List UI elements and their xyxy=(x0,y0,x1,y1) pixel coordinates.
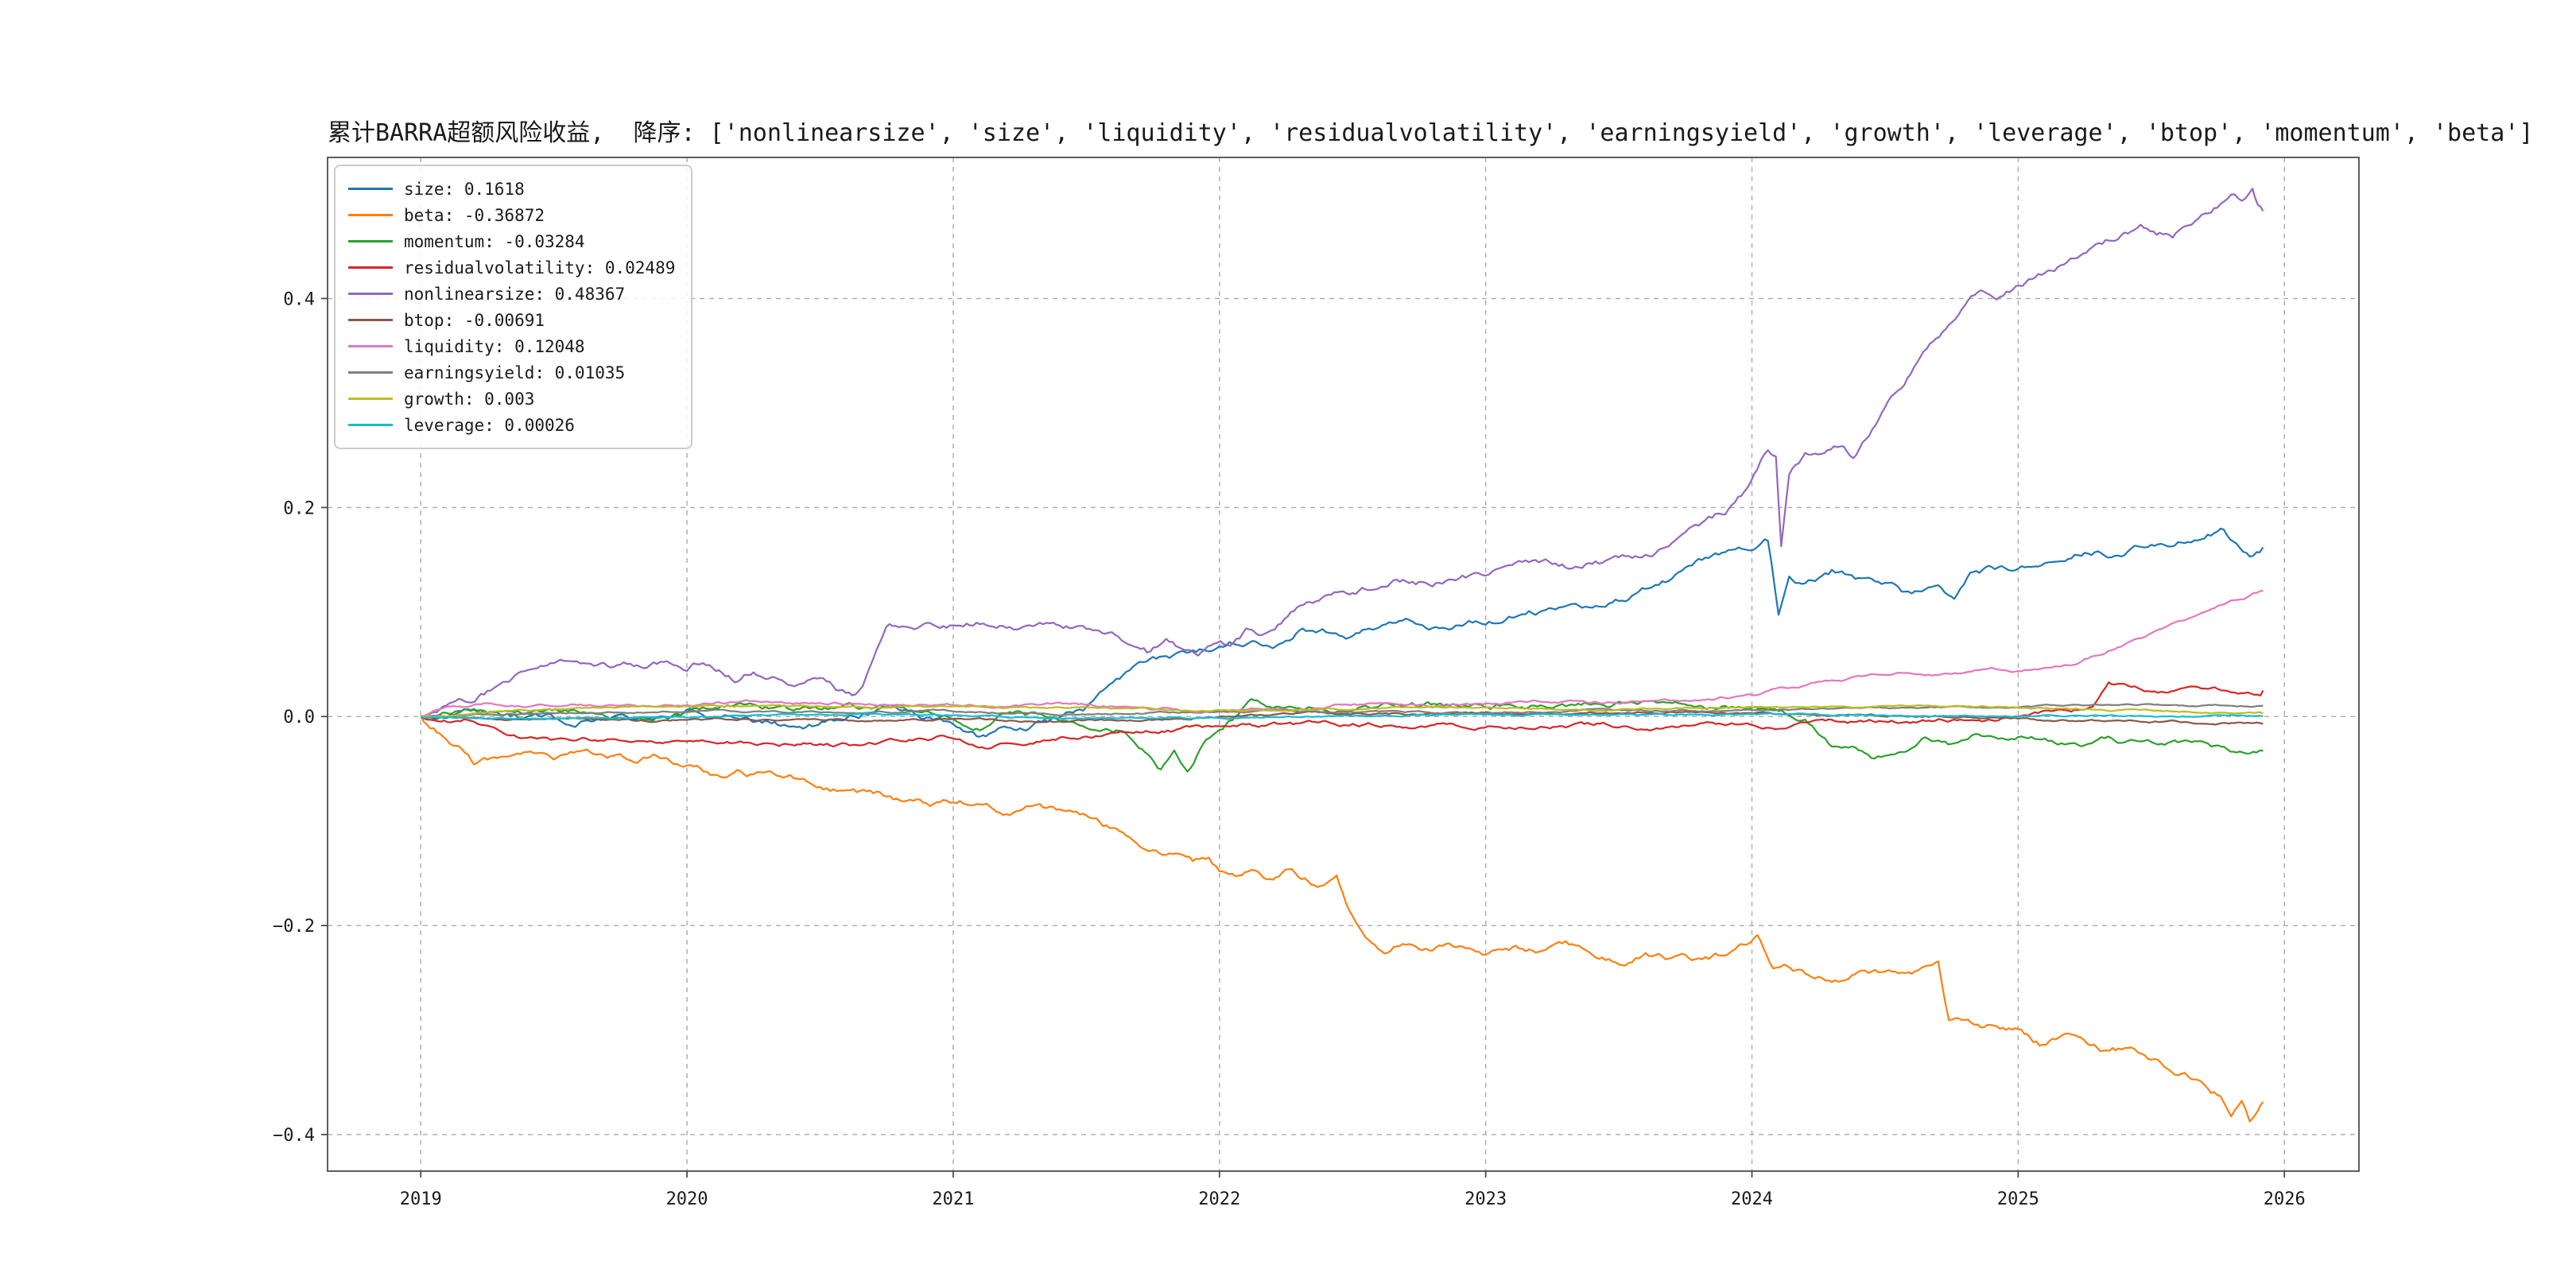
legend-label: earningsyield: 0.01035 xyxy=(404,363,626,382)
x-tick-label: 2022 xyxy=(1198,1189,1240,1209)
series-line-btop xyxy=(421,710,2264,726)
x-tick-label: 2023 xyxy=(1465,1189,1507,1209)
legend-label: btop: -0.00691 xyxy=(404,310,545,330)
legend-label: momentum: -0.03284 xyxy=(404,231,585,251)
y-tick-label: −0.2 xyxy=(273,917,315,937)
legend-item-nonlinearsize: nonlinearsize: 0.48367 xyxy=(348,281,675,307)
x-axis-tick-labels: 2019 2020 2021 2022 2023 2024 2025 2026 xyxy=(400,1189,2306,1209)
x-tick-label: 2025 xyxy=(1997,1189,2039,1209)
legend-item-growth: growth: 0.003 xyxy=(348,386,675,412)
chart-title: 累计BARRA超额风险收益, 降序: ['nonlinearsize', 'si… xyxy=(328,119,2534,147)
legend-label: residualvolatility: 0.02489 xyxy=(404,258,676,277)
legend-label: nonlinearsize: 0.48367 xyxy=(404,284,626,304)
legend-item-leverage: leverage: 0.00026 xyxy=(348,412,675,438)
x-tick-label: 2019 xyxy=(400,1189,442,1209)
y-tick-label: 0.4 xyxy=(283,289,315,309)
x-tick-label: 2020 xyxy=(666,1189,708,1209)
legend-item-momentum: momentum: -0.03284 xyxy=(348,228,675,254)
legend-line-swatch xyxy=(348,424,393,426)
legend-item-earningsyield: earningsyield: 0.01035 xyxy=(348,359,675,386)
legend-line-swatch xyxy=(348,345,393,347)
series-line-liquidity xyxy=(420,589,2264,718)
legend-item-size: size: 0.1618 xyxy=(348,176,675,202)
legend-item-btop: btop: -0.00691 xyxy=(348,307,675,333)
legend-line-swatch xyxy=(348,319,393,321)
legend-line-swatch xyxy=(348,240,393,242)
x-tick-label: 2024 xyxy=(1731,1189,1773,1209)
y-tick-label: 0.0 xyxy=(283,708,315,727)
legend-line-swatch xyxy=(348,398,393,400)
legend-line-swatch xyxy=(348,371,393,374)
legend-line-swatch xyxy=(348,214,393,216)
legend-item-residualvolatility: residualvolatility: 0.02489 xyxy=(348,254,675,281)
axes-border xyxy=(327,157,2360,1172)
series-line-beta xyxy=(420,716,2264,1123)
legend: size: 0.1618 beta: -0.36872 momentum: -0.0… xyxy=(334,165,693,449)
series-line-growth xyxy=(421,704,2264,718)
legend-line-swatch xyxy=(348,293,393,295)
legend-label: beta: -0.36872 xyxy=(404,205,545,225)
series-line-leverage xyxy=(420,712,2264,720)
legend-item-liquidity: liquidity: 0.12048 xyxy=(348,333,675,359)
x-tick-label: 2021 xyxy=(932,1189,974,1209)
series-line-nonlinearsize xyxy=(420,188,2264,720)
legend-line-swatch xyxy=(348,188,393,190)
legend-line-swatch xyxy=(348,266,393,269)
x-tick-label: 2026 xyxy=(2264,1189,2306,1209)
legend-label: growth: 0.003 xyxy=(404,389,535,409)
legend-label: liquidity: 0.12048 xyxy=(404,336,585,356)
y-tick-label: −0.4 xyxy=(273,1126,315,1146)
y-tick-label: 0.2 xyxy=(283,499,315,518)
tick-marks xyxy=(321,297,2286,1177)
legend-label: leverage: 0.00026 xyxy=(404,415,575,435)
series-line-residualvolatility xyxy=(420,681,2264,750)
legend-label: size: 0.1618 xyxy=(404,179,525,199)
legend-item-beta: beta: -0.36872 xyxy=(348,202,675,228)
y-axis-tick-labels: −0.4 −0.2 0.0 0.2 0.4 xyxy=(273,289,315,1146)
series-lines xyxy=(420,188,2264,1123)
